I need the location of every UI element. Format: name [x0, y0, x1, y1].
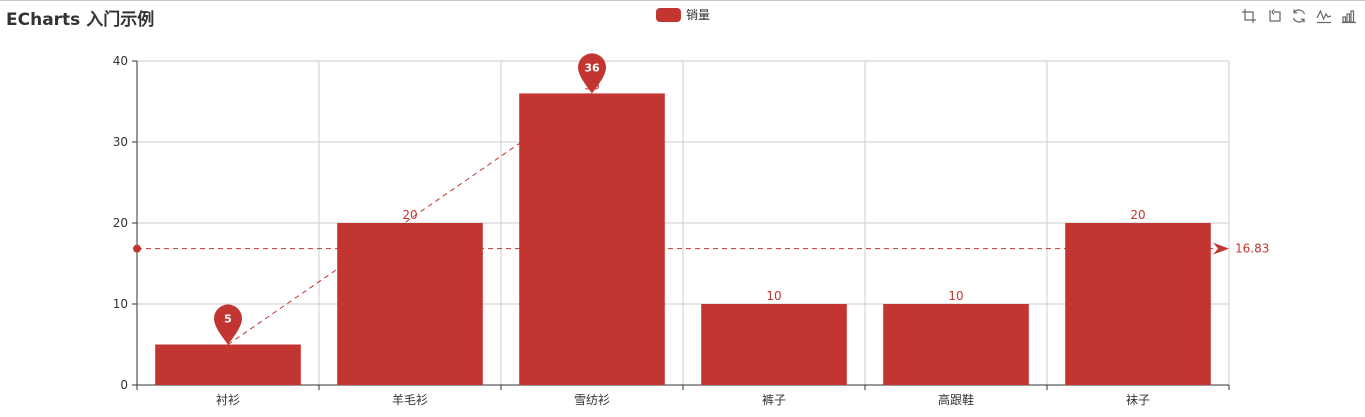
- x-tick-label: 裤子: [762, 393, 786, 407]
- legend-label: 销量: [686, 8, 711, 22]
- mark-point-label: 5: [224, 313, 232, 326]
- average-line-arrow: [1213, 242, 1229, 255]
- x-tick-label: 袜子: [1126, 393, 1150, 407]
- bar: [337, 223, 483, 385]
- bar: [883, 304, 1029, 385]
- mark-point-pin: 5: [214, 304, 243, 345]
- x-tick-label: 衬衫: [216, 393, 240, 407]
- average-line-label: 16.83: [1235, 242, 1269, 256]
- bar-chart-icon[interactable]: [1339, 6, 1359, 26]
- x-tick-label: 羊毛衫: [392, 392, 428, 407]
- chart-title: ECharts 入门示例: [6, 10, 155, 30]
- zoom-reset-icon[interactable]: [1264, 6, 1284, 26]
- mark-point-label: 36: [584, 61, 600, 74]
- y-tick-label: 0: [120, 378, 128, 392]
- top-border: [0, 0, 1365, 1]
- y-tick-label: 30: [113, 135, 128, 149]
- bar-value-label: 10: [766, 289, 781, 303]
- bar: [1065, 223, 1211, 385]
- y-tick-label: 40: [113, 54, 128, 68]
- mark-points-connector: [227, 92, 593, 345]
- bar: [155, 344, 301, 385]
- bar: [701, 304, 847, 385]
- legend-swatch: [656, 7, 681, 22]
- bar: [519, 93, 665, 386]
- legend-item-sales[interactable]: 销量: [656, 6, 710, 23]
- x-tick-label: 雪纺衫: [574, 393, 610, 407]
- bar-value-label: 10: [948, 289, 963, 303]
- bar-value-label: 20: [402, 208, 417, 222]
- y-tick-label: 10: [113, 297, 128, 311]
- mark-point-pin: 36: [578, 53, 606, 94]
- restore-icon[interactable]: [1289, 6, 1309, 26]
- mark-point-shape: [578, 53, 606, 94]
- x-tick-label: 高跟鞋: [938, 392, 974, 407]
- y-tick-label: 20: [113, 216, 128, 230]
- bar-value-label: 20: [1130, 208, 1145, 222]
- data-zoom-icon[interactable]: [1239, 6, 1259, 26]
- mark-point-shape: [214, 304, 243, 345]
- line-chart-icon[interactable]: [1314, 6, 1334, 26]
- toolbox: [1239, 6, 1359, 26]
